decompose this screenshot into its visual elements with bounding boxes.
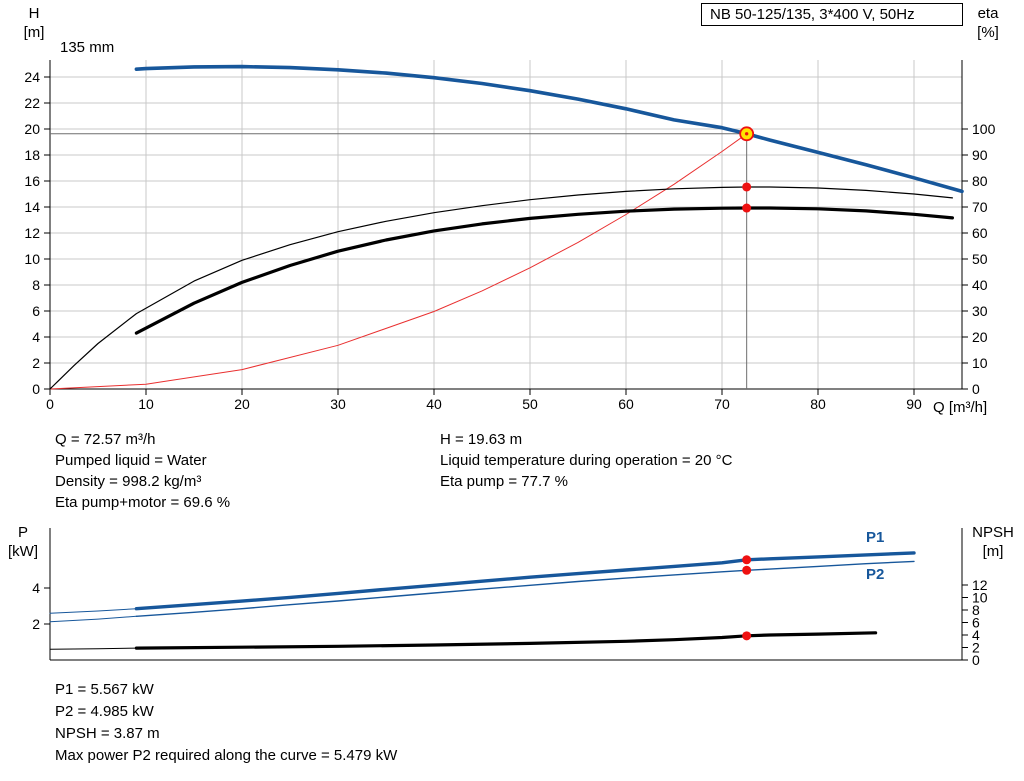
duty-p1-marker [742, 555, 752, 565]
h-tick-label: 0 [32, 381, 40, 397]
h-axis-unit: [m] [23, 24, 45, 41]
info-npsh: NPSH = 3.87 m [55, 725, 160, 742]
p-axis-symbol: P [17, 524, 28, 541]
eta-tick-label: 20 [972, 329, 988, 345]
duty-eta-pump-motor-marker [742, 203, 752, 213]
eta-axis-symbol: eta [977, 5, 999, 22]
eta-tick-label: 50 [972, 251, 988, 267]
npsh-tick-label: 4 [972, 627, 980, 643]
h-tick-label: 24 [24, 69, 40, 85]
q-tick-label: 0 [46, 396, 54, 412]
h-axis-label: H [m] [16, 4, 52, 42]
duty-npsh-marker [742, 631, 752, 641]
eta-tick-label: 0 [972, 381, 980, 397]
h-tick-label: 10 [24, 251, 40, 267]
h-tick-label: 16 [24, 173, 40, 189]
p-tick-label: 4 [32, 580, 40, 596]
info-max-power: Max power P2 required along the curve = … [55, 747, 398, 764]
q-tick-label: 10 [138, 396, 154, 412]
NPSH-curve [134, 631, 878, 650]
eta-pump-curve [49, 186, 954, 390]
h-tick-label: 22 [24, 95, 40, 111]
P1-lead-line [49, 608, 137, 614]
npsh-axis-label: NPSH [m] [963, 523, 1023, 561]
npsh-tick-label: 10 [972, 590, 988, 606]
info-flow: Q = 72.57 m³/h [55, 431, 156, 448]
p-tick-label: 2 [32, 616, 40, 632]
info-eta-pump-motor: Eta pump+motor = 69.6 % [55, 494, 231, 511]
npsh-tick-label: 0 [972, 652, 980, 668]
eta-axis-unit: [%] [977, 24, 999, 41]
npsh-tick-label: 12 [972, 577, 988, 593]
h-tick-label: 2 [32, 355, 40, 371]
impeller-size-label: 135 mm [60, 39, 115, 56]
NPSH-lead-line [49, 647, 137, 650]
eta-tick-label: 60 [972, 225, 988, 241]
eta-axis-label: eta [%] [966, 4, 1010, 42]
q-axis-label: Q [m³/h] [933, 399, 988, 416]
h-tick-label: 8 [32, 277, 40, 293]
q-tick-label: 60 [618, 396, 634, 412]
info-pumped-liquid: Pumped liquid = Water [55, 452, 207, 469]
duty-info-right: H = 19.63 m Liquid temperature during op… [440, 429, 732, 492]
P2-curve [135, 560, 915, 618]
q-tick-label: 80 [810, 396, 826, 412]
q-tick-label: 30 [330, 396, 346, 412]
info-p1: P1 = 5.567 kW [55, 681, 154, 698]
info-density: Density = 998.2 kg/m³ [55, 473, 202, 490]
p-axis-unit: [kW] [8, 543, 38, 560]
eta-pump-motor-curve [134, 206, 955, 335]
h-tick-label: 18 [24, 147, 40, 163]
eta-tick-label: 80 [972, 173, 988, 189]
pump-title-box: NB 50-125/135, 3*400 V, 50Hz [701, 3, 963, 26]
duty-eta-pump-marker [742, 182, 752, 192]
npsh-tick-label: 8 [972, 602, 980, 618]
npsh-axis-unit: [m] [982, 543, 1004, 560]
system-curve [49, 133, 748, 390]
h-tick-label: 4 [32, 329, 40, 345]
duty-point-center [744, 132, 749, 136]
duty-info-left: Q = 72.57 m³/h Pumped liquid = Water Den… [55, 429, 230, 513]
P2-lead-line [49, 615, 137, 623]
h-tick-label: 6 [32, 303, 40, 319]
h-axis-symbol: H [28, 5, 40, 22]
p2-curve-label: P2 [866, 566, 885, 583]
eta-tick-label: 90 [972, 147, 988, 163]
h-tick-label: 12 [24, 225, 40, 241]
info-head: H = 19.63 m [440, 431, 523, 448]
eta-tick-label: 30 [972, 303, 988, 319]
duty-p2-marker [742, 565, 752, 575]
q-tick-label: 70 [714, 396, 730, 412]
q-tick-label: 20 [234, 396, 250, 412]
p1-curve-label: P1 [866, 529, 885, 546]
info-p2: P2 = 4.985 kW [55, 703, 154, 720]
info-eta-pump: Eta pump = 77.7 % [440, 473, 568, 490]
h-tick-label: 14 [24, 199, 40, 215]
p-axis-label: P [kW] [2, 523, 44, 561]
P1-curve [134, 551, 916, 611]
eta-tick-label: 40 [972, 277, 988, 293]
eta-tick-label: 10 [972, 355, 988, 371]
npsh-axis-symbol: NPSH [972, 524, 1014, 541]
npsh-tick-label: 6 [972, 615, 980, 631]
q-tick-label: 40 [426, 396, 442, 412]
q-tick-label: 50 [522, 396, 538, 412]
eta-tick-label: 100 [972, 121, 996, 137]
npsh-tick-label: 2 [972, 640, 980, 656]
info-liquid-temperature: Liquid temperature during operation = 20… [440, 452, 733, 469]
q-tick-label: 90 [906, 396, 922, 412]
power-info: P1 = 5.567 kW P2 = 4.985 kW NPSH = 3.87 … [55, 679, 397, 767]
h-tick-label: 20 [24, 121, 40, 137]
head-135mm-curve [134, 64, 964, 194]
eta-tick-label: 70 [972, 199, 988, 215]
